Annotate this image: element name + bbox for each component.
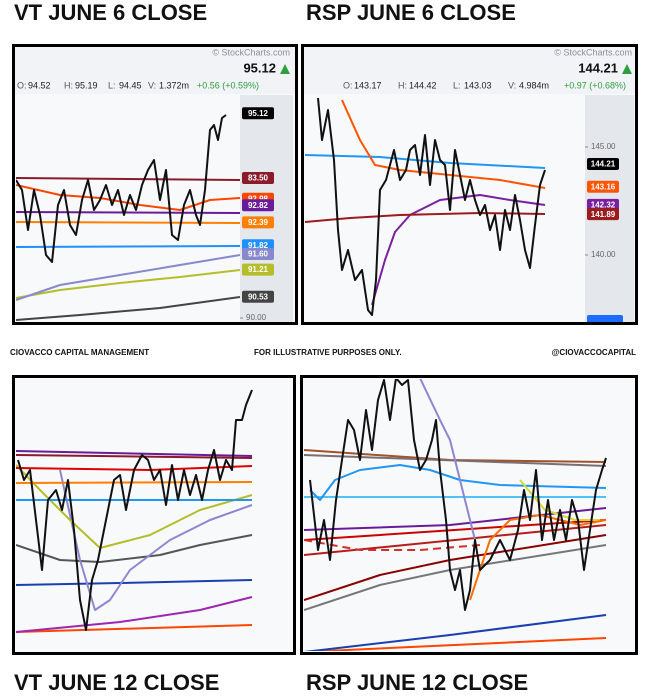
price-label-text: 91.82	[248, 241, 269, 250]
price-label-text: 92.82	[248, 201, 269, 210]
price-label: 92.39	[242, 216, 274, 229]
price-label-text: 142.32	[591, 200, 616, 209]
price-label-text: 90.53	[248, 292, 269, 301]
chart-lines	[16, 389, 253, 633]
footer-center: FOR ILLUSTRATIVE PURPOSES ONLY.	[254, 348, 402, 357]
last-price: 144.21	[578, 60, 618, 75]
footer-right: @CIOVACCOCAPITAL	[552, 348, 637, 357]
price-label-text: 91.60	[248, 250, 269, 259]
chart-lines	[304, 379, 607, 651]
panel-border	[12, 375, 296, 655]
header-value: 94.45	[119, 80, 142, 90]
price-label-text: 141.89	[591, 210, 616, 219]
header-key: L:	[453, 80, 461, 90]
price-label: 143.16	[587, 180, 619, 193]
panel-title: RSP JUNE 6 CLOSE	[306, 0, 516, 25]
source: © StockCharts.com	[212, 47, 290, 57]
price-label-bg	[587, 180, 619, 193]
price-label-bg	[242, 216, 274, 229]
price-label-bg	[587, 198, 619, 211]
panel-border	[300, 375, 638, 655]
header-value: 143.17	[354, 80, 382, 90]
price-label-bg	[242, 263, 274, 276]
price-label-bg	[587, 158, 619, 171]
header-key: O:	[17, 80, 27, 90]
header-key: V:	[148, 80, 156, 90]
panel-border	[301, 44, 638, 325]
header-key: L:	[108, 80, 116, 90]
price-label: 92.82	[242, 199, 274, 212]
chart-lines	[16, 114, 240, 321]
price-label-bg	[242, 248, 274, 260]
price-label: 83.50	[242, 172, 274, 184]
panel-title: VT JUNE 12 CLOSE	[14, 670, 219, 695]
price-label: 144.21	[587, 158, 619, 171]
up-arrow	[622, 64, 632, 74]
change: +0.56 (+0.59%)	[197, 80, 259, 90]
header-value: 1.372m	[159, 80, 189, 90]
header-value: 95.19	[75, 80, 98, 90]
footer-left: CIOVACCO CAPITAL MANAGEMENT	[10, 348, 149, 357]
price-label: 91.21	[242, 263, 274, 276]
price-label: 142.32	[587, 198, 619, 211]
header-key: H:	[64, 80, 73, 90]
price-label-text: 144.21	[591, 160, 616, 169]
price-label: 141.89	[587, 208, 619, 221]
header-value: 4.984m	[519, 80, 549, 90]
panel-border	[12, 44, 298, 325]
panel-bg	[14, 377, 294, 653]
y-tick-label: 145.00	[591, 142, 616, 151]
header-key: V:	[508, 80, 516, 90]
price-label-text: 92.98	[248, 194, 269, 203]
header-bg	[14, 46, 296, 94]
price-label: 95.12	[242, 107, 274, 120]
header-value: 94.52	[28, 80, 51, 90]
header-value: 143.03	[464, 80, 492, 90]
header-bg	[303, 46, 636, 94]
panel-title: RSP JUNE 12 CLOSE	[306, 670, 528, 695]
header-key: H:	[398, 80, 407, 90]
panel-title: VT JUNE 6 CLOSE	[14, 0, 207, 25]
price-label-text: 92.39	[248, 218, 269, 227]
price-label: 90.53	[242, 290, 274, 303]
price-label-bg	[242, 172, 274, 184]
price-label-bg	[242, 199, 274, 212]
change: +0.97 (+0.68%)	[564, 80, 626, 90]
price-label-text: 91.21	[248, 265, 269, 274]
source: © StockCharts.com	[554, 47, 632, 57]
price-label-bg	[242, 107, 274, 120]
up-arrow	[280, 64, 290, 74]
price-label: 91.60	[242, 248, 274, 260]
last-price: 95.12	[243, 60, 276, 75]
price-label-bg	[587, 208, 619, 221]
header-key: O:	[343, 80, 353, 90]
y-tick-label: 90.00	[246, 313, 267, 322]
header-value: 144.42	[409, 80, 437, 90]
price-label-bg	[242, 290, 274, 303]
y-tick-label: 140.00	[591, 250, 616, 259]
price-label-text: 95.12	[248, 109, 269, 118]
price-label-text: 143.16	[591, 182, 616, 191]
chart-lines	[305, 97, 546, 316]
price-label-text: 83.50	[248, 174, 269, 183]
